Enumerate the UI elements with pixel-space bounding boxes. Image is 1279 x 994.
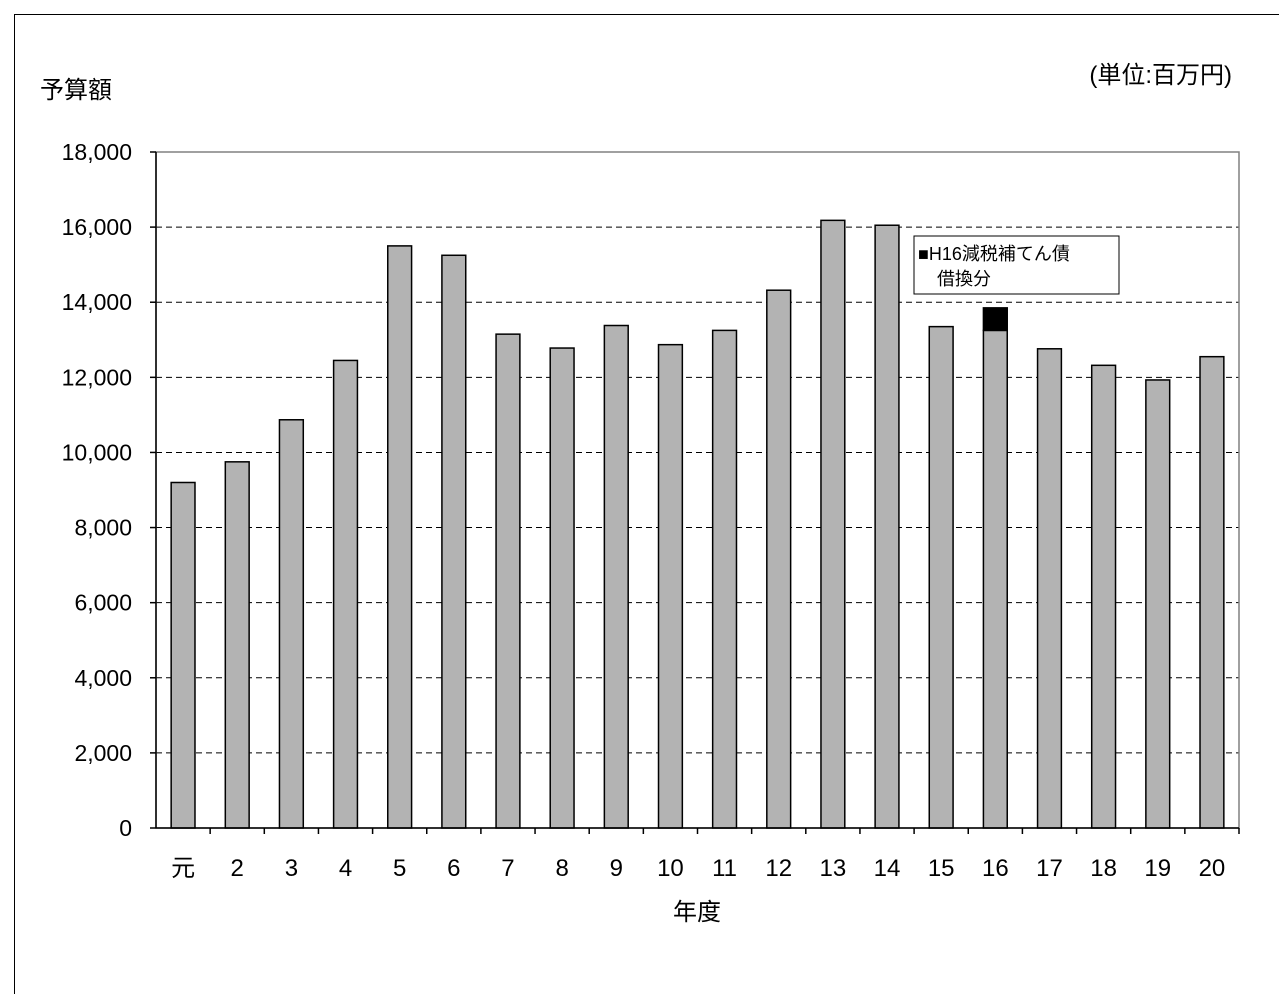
x-tick-label: 15 bbox=[928, 855, 955, 882]
y-axis-ticks: 0 2,000 4,000 6,000 8,000 10,000 12,000 14,000 1… bbox=[62, 139, 156, 841]
x-tick-label: 4 bbox=[339, 855, 352, 882]
x-tick-label: 8 bbox=[555, 855, 568, 882]
bar bbox=[1090, 364, 1117, 829]
y-tick-label: 10,000 bbox=[62, 439, 132, 465]
x-tick-label: 11 bbox=[712, 855, 737, 882]
bar bbox=[820, 219, 846, 829]
x-tick-label: 10 bbox=[657, 855, 684, 882]
x-tick-label: 19 bbox=[1144, 855, 1171, 882]
bar bbox=[170, 481, 196, 829]
y-axis-title: 予算額 bbox=[40, 77, 112, 104]
bars bbox=[170, 219, 1225, 829]
chart-frame bbox=[14, 14, 1279, 994]
x-axis-title: 年度 bbox=[673, 899, 721, 926]
legend-label-line1: ■H16減税補てん債 bbox=[918, 244, 1070, 264]
x-tick-label: 20 bbox=[1199, 855, 1226, 882]
legend: ■H16減税補てん債 借換分 bbox=[913, 235, 1120, 295]
y-tick-label: 12,000 bbox=[62, 364, 132, 390]
gridlines bbox=[156, 226, 1239, 754]
bar-chart: 予算額 (単位:百万円) 年度 0 2,000 4,000 6,000 8,000 10,… bbox=[40, 62, 1240, 926]
bar bbox=[224, 461, 250, 829]
bar bbox=[441, 254, 467, 829]
x-tick-label: 9 bbox=[610, 855, 623, 882]
x-tick-label: 7 bbox=[501, 855, 514, 882]
y-tick-label: 18,000 bbox=[62, 139, 132, 165]
bar bbox=[657, 343, 684, 829]
legend-label-line2: 借換分 bbox=[937, 269, 991, 289]
x-tick-label: 13 bbox=[820, 855, 847, 882]
y-tick-label: 8,000 bbox=[74, 515, 132, 541]
y-tick-label: 4,000 bbox=[74, 665, 132, 691]
y-tick-label: 14,000 bbox=[62, 289, 132, 315]
bar bbox=[278, 419, 305, 829]
bar bbox=[1036, 348, 1063, 829]
bar bbox=[982, 329, 1008, 829]
bar bbox=[766, 289, 792, 829]
bar bbox=[603, 324, 629, 829]
bar bbox=[711, 329, 738, 829]
bar bbox=[928, 325, 954, 829]
bar bbox=[495, 333, 521, 829]
x-tick-label: 6 bbox=[447, 855, 460, 882]
bar bbox=[1145, 379, 1171, 829]
y-tick-label: 16,000 bbox=[62, 214, 132, 240]
bar bbox=[1199, 355, 1225, 829]
bar-segment-h16-refinance bbox=[982, 307, 1008, 332]
x-tick-label: 5 bbox=[393, 855, 406, 882]
x-tick-label: 18 bbox=[1090, 855, 1117, 882]
x-tick-label: 3 bbox=[285, 855, 298, 882]
x-tick-label: 2 bbox=[231, 855, 244, 882]
x-tick-label: 14 bbox=[874, 855, 901, 882]
x-tick-label: 16 bbox=[982, 855, 1009, 882]
bar bbox=[874, 224, 900, 829]
bar bbox=[387, 245, 413, 829]
unit-label: (単位:百万円) bbox=[1089, 62, 1232, 89]
x-tick-label: 元 bbox=[171, 855, 195, 882]
y-tick-label: 2,000 bbox=[74, 740, 132, 766]
y-tick-label: 6,000 bbox=[74, 590, 132, 616]
bar bbox=[549, 347, 575, 829]
x-tick-label: 17 bbox=[1036, 855, 1063, 882]
x-tick-label: 12 bbox=[765, 855, 792, 882]
legend-box bbox=[913, 235, 1120, 295]
bar bbox=[332, 359, 359, 829]
x-axis-ticks: 元 2 3 4 5 6 7 8 9 10 11 12 13 14 15 16 17 18 19 20 bbox=[171, 828, 1240, 882]
y-tick-label: 0 bbox=[119, 815, 132, 841]
